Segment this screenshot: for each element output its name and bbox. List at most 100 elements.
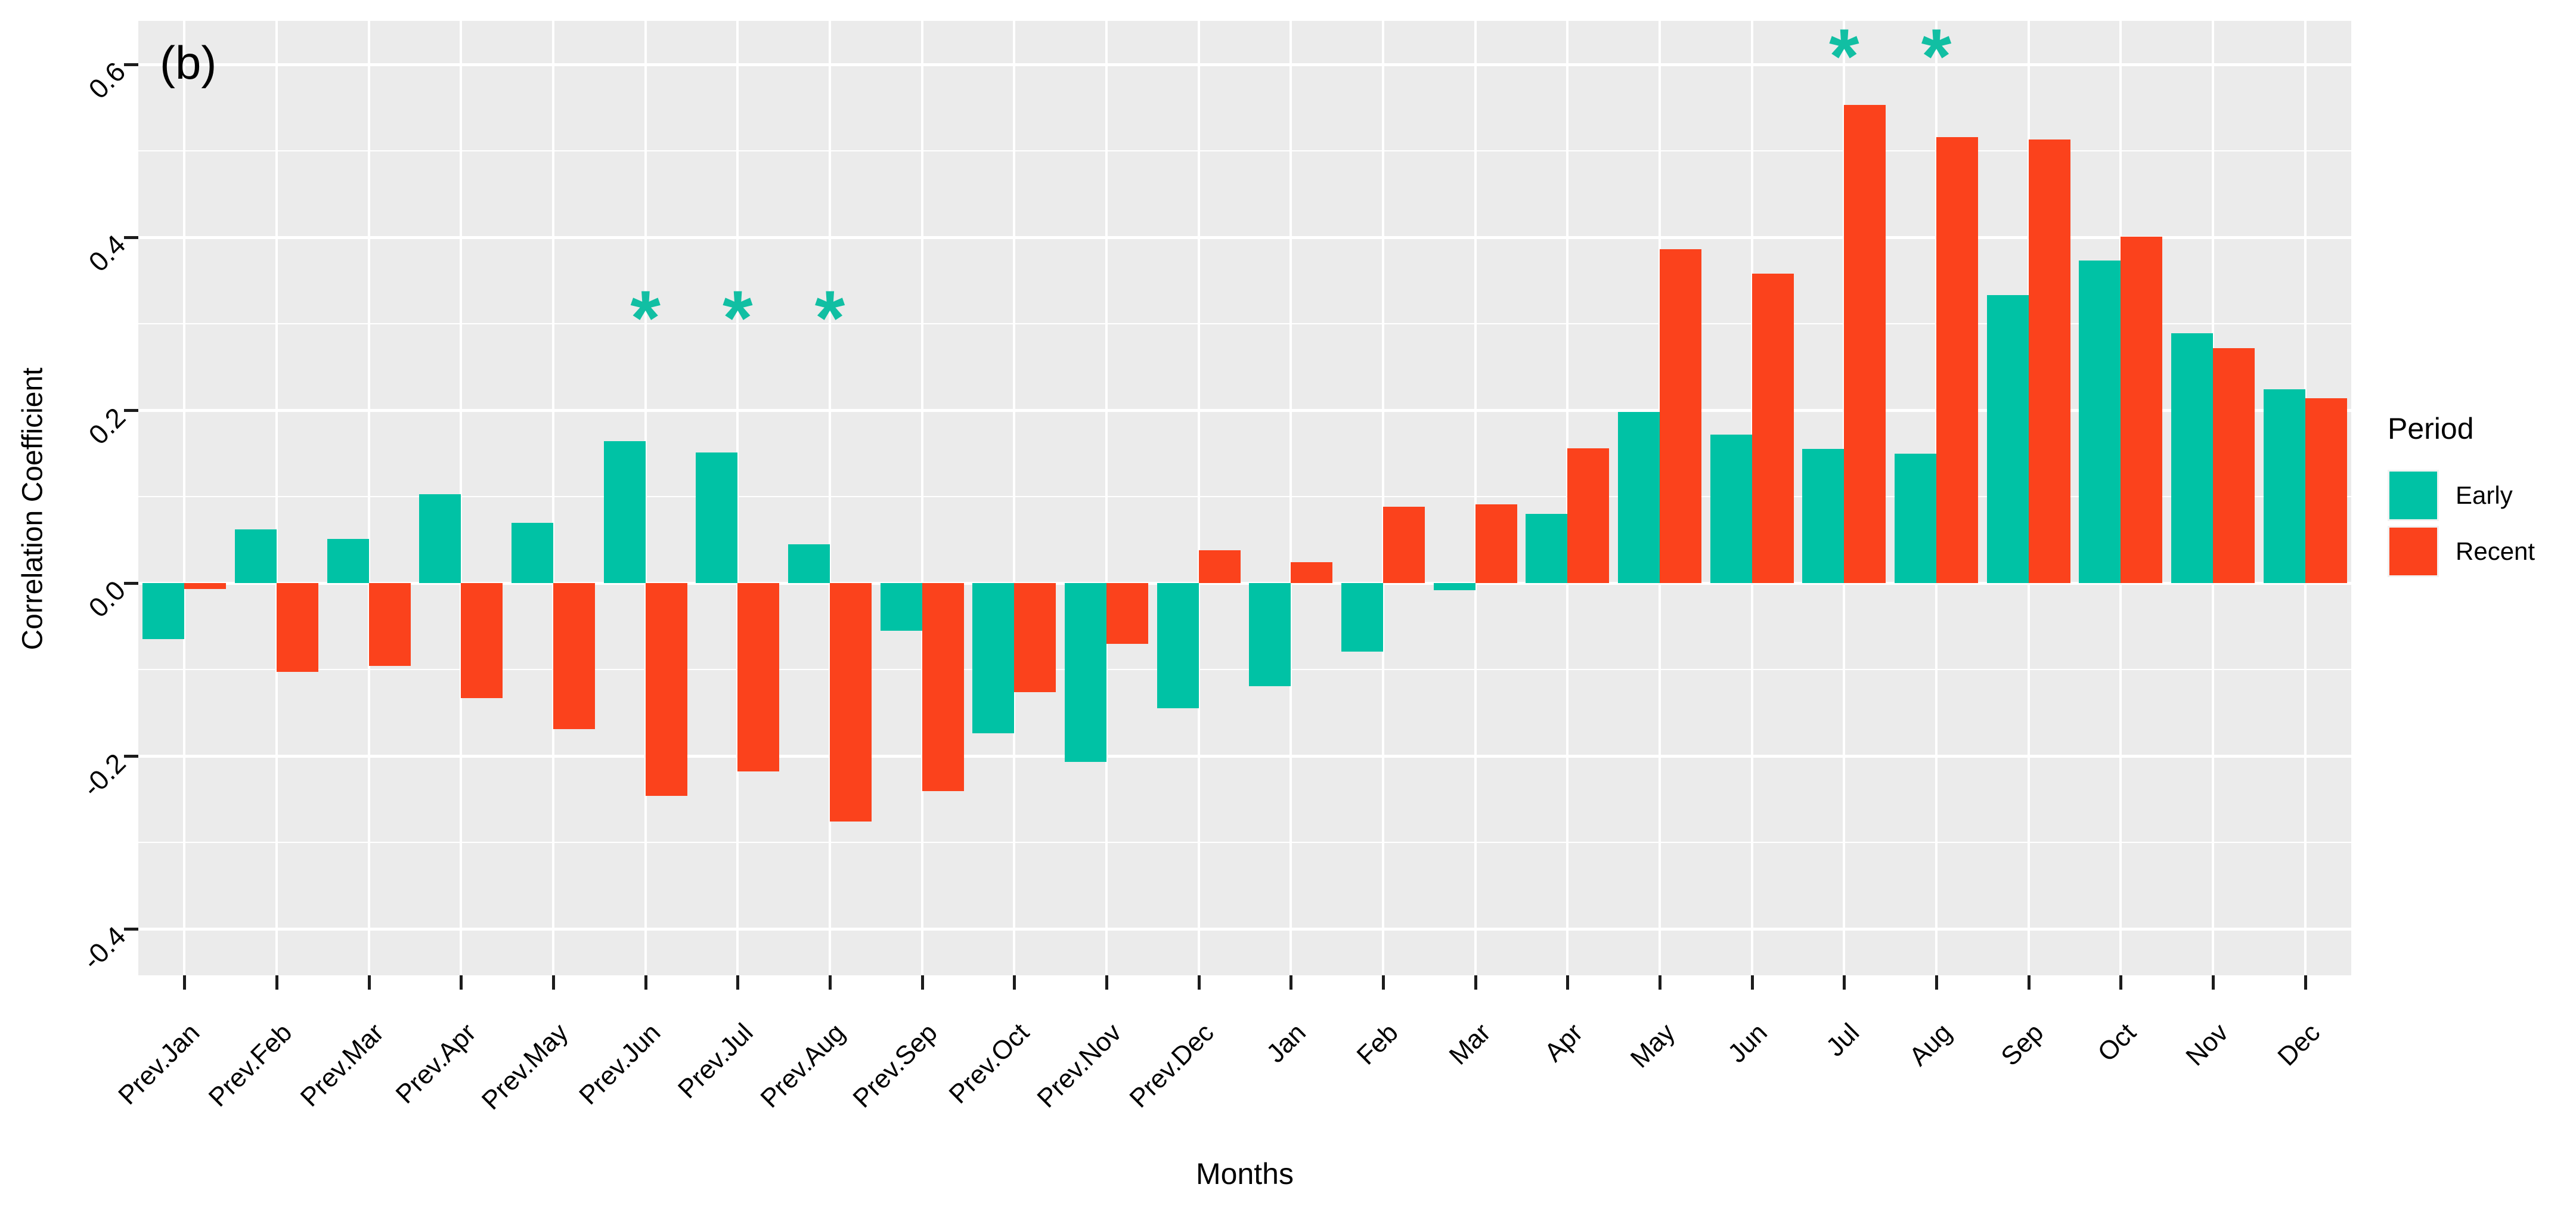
x-tick-label-Prev.Feb: Prev.Feb [203,1018,297,1112]
gridline-x-Prev.Feb [275,21,278,975]
significance-asterisk-Prev.Jul: * [723,274,753,362]
x-tick-label-Jan: Jan [1261,1018,1312,1069]
bar-recent-Prev.Jan [184,583,227,590]
x-tick-label-Prev.May: Prev.May [476,1018,574,1116]
bar-recent-Mar [1475,504,1517,583]
x-tick [2027,975,2031,990]
bar-early-Prev.Apr [419,494,461,583]
bar-recent-Jan [1291,562,1333,583]
bar-early-Prev.Mar [327,539,369,583]
x-tick [2119,975,2123,990]
bar-early-Prev.Feb [235,529,277,583]
legend-swatch-early [2388,470,2439,521]
x-tick [1382,975,1385,990]
x-tick [920,975,924,990]
bar-recent-Prev.Mar [368,583,411,667]
gridline-minor-y [138,323,2351,324]
gridline-major-y [138,582,2351,585]
legend: Period Early Recent [2388,411,2535,582]
legend-swatch-recent [2388,526,2439,577]
bar-recent-Prev.Nov [1106,583,1148,644]
bar-early-Apr [1526,514,1568,583]
bar-recent-Aug [1936,137,1978,583]
x-axis-title: Months [1196,1157,1294,1191]
x-tick-label-Oct: Oct [2092,1018,2142,1068]
bar-recent-Prev.Dec [1198,550,1241,583]
x-tick-label-Prev.Jul: Prev.Jul [672,1018,759,1105]
x-tick [1566,975,1570,990]
bar-early-Prev.Oct [972,583,1015,734]
x-tick [1197,975,1201,990]
bar-early-Prev.May [512,522,553,583]
bar-recent-Prev.Aug [830,583,872,822]
y-tick [124,409,138,412]
x-tick [2304,975,2307,990]
x-tick-label-Dec: Dec [2272,1018,2326,1072]
gridline-x-Prev.Oct [1013,21,1016,975]
bar-recent-Apr [1567,448,1610,583]
x-tick-label-Apr: Apr [1539,1018,1589,1068]
bar-recent-Jul [1844,105,1886,583]
y-tick-label: -0.4 [76,920,132,976]
significance-asterisk-Jul: * [1829,12,1859,100]
x-tick [275,975,278,990]
x-tick [1474,975,1477,990]
y-axis-title: Correlation Coefficient [17,367,49,650]
x-tick [736,975,740,990]
gridline-x-Prev.Jul [736,21,739,975]
x-tick-label-Jul: Jul [1820,1018,1865,1062]
bar-early-May [1618,411,1660,583]
x-tick-label-Sep: Sep [1995,1018,2050,1072]
bar-recent-Nov [2213,348,2255,583]
y-tick [124,928,138,931]
bar-recent-Dec [2305,398,2347,583]
bar-recent-Feb [1383,507,1425,583]
bar-early-Sep [1986,295,2029,583]
x-tick-label-Prev.Oct: Prev.Oct [943,1018,1036,1109]
x-tick [1013,975,1016,990]
bar-early-Prev.Sep [880,583,922,631]
x-tick [552,975,555,990]
x-tick-label-Prev.Nov: Prev.Nov [1031,1018,1127,1114]
x-tick-label-Prev.Sep: Prev.Sep [847,1018,943,1114]
x-tick [2212,975,2215,990]
bar-early-Prev.Aug [788,544,830,583]
bar-recent-Oct [2121,236,2163,583]
gridline-x-Prev.Sep [920,21,923,975]
x-tick-label-Prev.Jan: Prev.Jan [113,1018,206,1111]
legend-title: Period [2388,412,2474,445]
legend-label-recent: Recent [2456,537,2535,565]
gridline-x-Prev.Aug [829,21,831,975]
x-tick [644,975,647,990]
gridline-minor-y [138,842,2351,843]
y-tick [124,236,138,239]
gridline-minor-y [138,150,2351,151]
x-tick [1935,975,1938,990]
x-tick-label-Feb: Feb [1351,1018,1404,1071]
gridline-major-y [138,928,2351,931]
gridline-major-y [138,409,2351,412]
x-tick [1659,975,1661,990]
bar-early-Prev.Dec [1157,583,1199,709]
bar-recent-Prev.Jun [645,583,687,796]
gridline-minor-y [138,669,2351,670]
x-tick-label-Aug: Aug [1903,1018,1957,1072]
gridline-minor-y [138,496,2351,497]
x-tick [460,975,463,990]
bar-recent-Jun [1752,273,1794,583]
legend-label-early: Early [2456,481,2513,509]
bar-early-Prev.Nov [1065,583,1106,762]
significance-asterisk-Aug: * [1921,12,1952,100]
gridline-x-Prev.Mar [367,21,370,975]
x-tick [1105,975,1108,990]
legend-item-early: Early [2388,470,2535,521]
bar-recent-May [1660,249,1701,583]
bar-early-Prev.Jun [603,441,646,583]
x-tick-label-Prev.Aug: Prev.Aug [755,1018,851,1114]
gridline-x-Prev.Nov [1105,21,1108,975]
x-tick-label-Mar: Mar [1443,1018,1496,1071]
gridline-x-Feb [1382,21,1384,975]
panel-label: (b) [160,36,217,89]
bar-recent-Prev.Jul [737,583,780,772]
